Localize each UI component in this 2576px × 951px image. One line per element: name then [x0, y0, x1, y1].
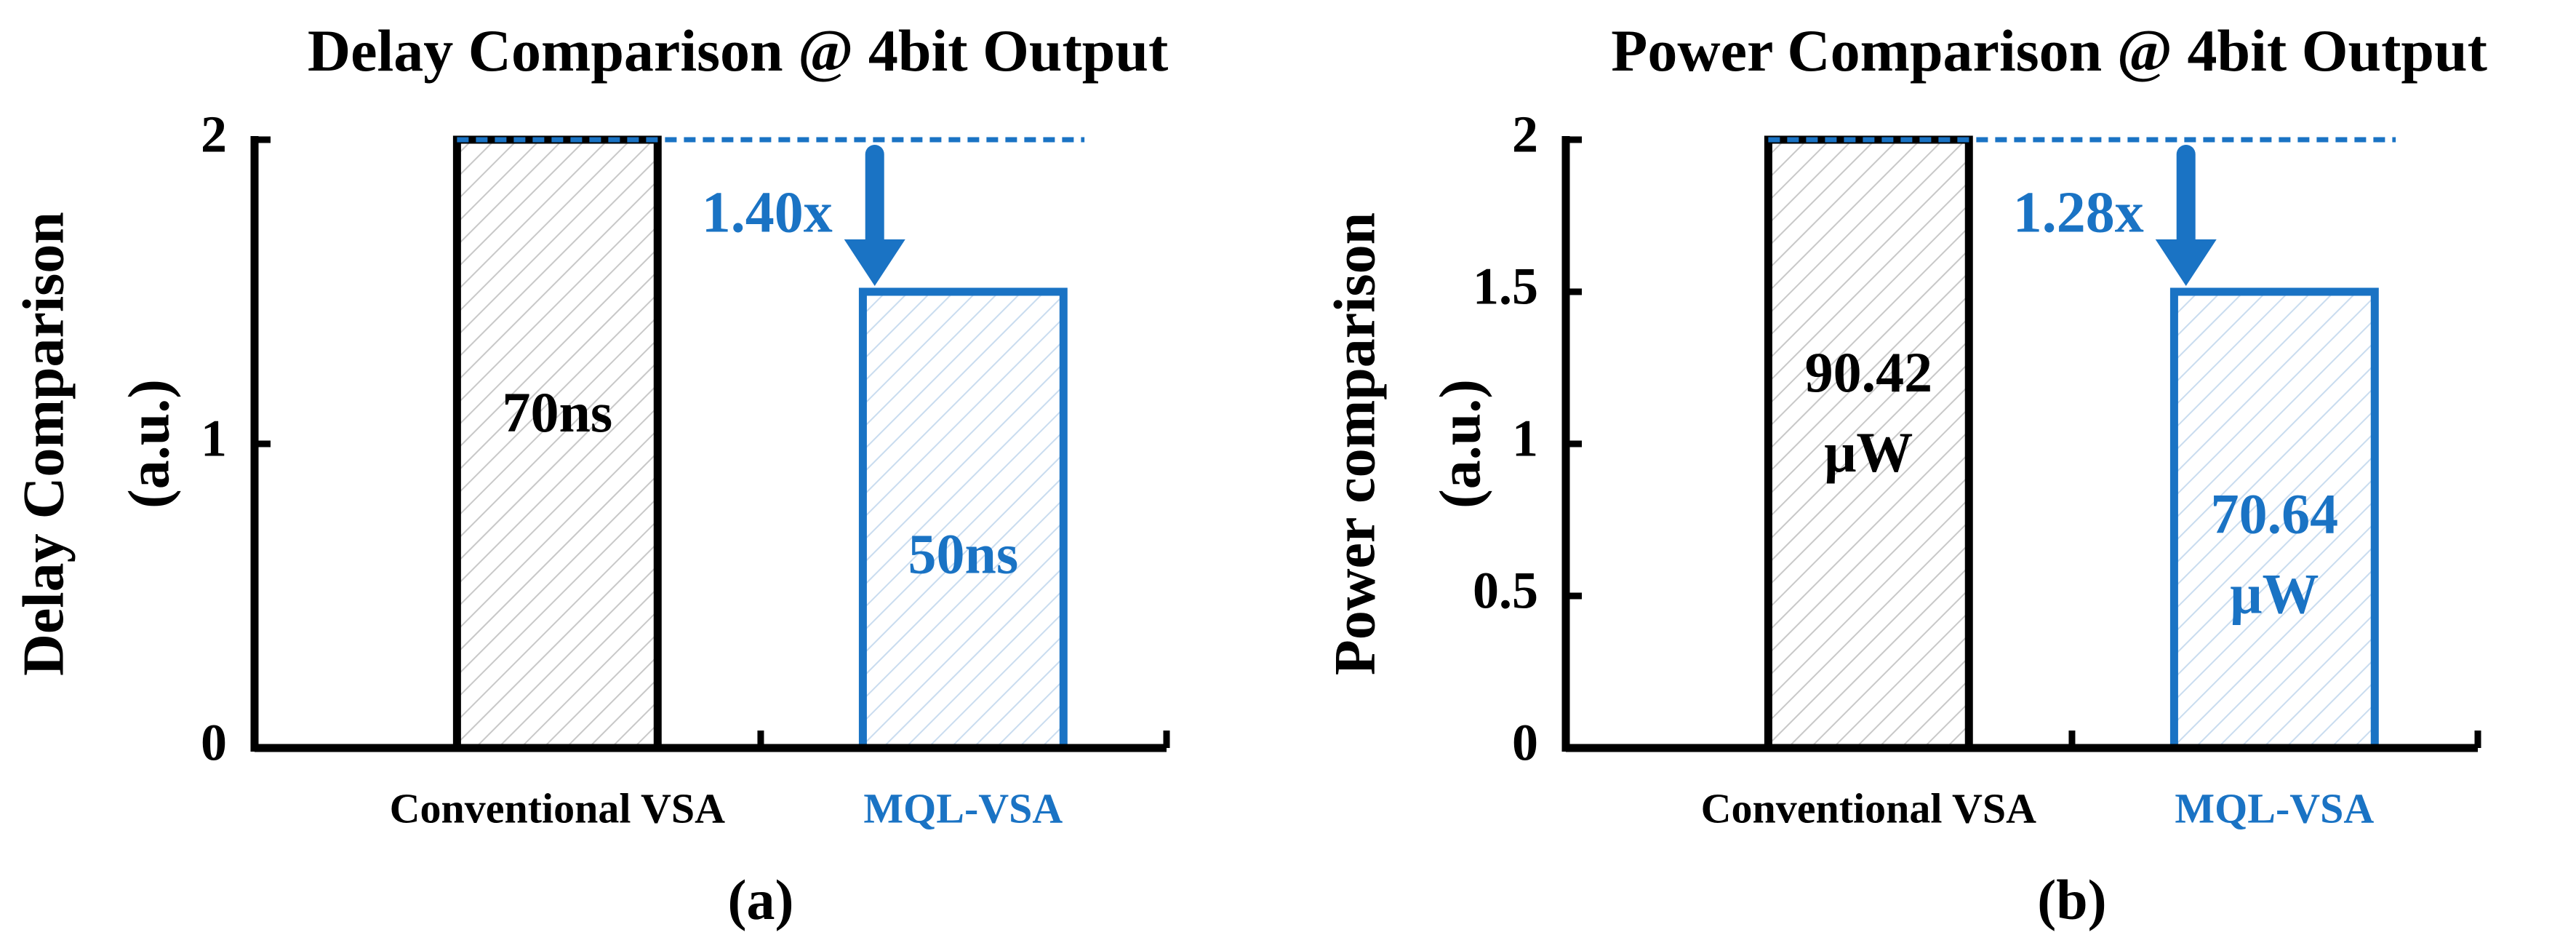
y-tick-label: 1.5 — [1473, 258, 1538, 316]
chart-title: Delay Comparison @ 4bit Output — [308, 17, 1168, 84]
y-tick-label: 1 — [1512, 410, 1538, 468]
y-axis-label: Power comparison — [1323, 212, 1387, 675]
bar-label: 70.64 — [2211, 482, 2339, 545]
y-tick-label: 2 — [201, 106, 227, 164]
y-axis-label: (a.u.) — [117, 379, 181, 509]
x-tick-label: MQL-VSA — [863, 784, 1063, 832]
bar — [858, 287, 1068, 752]
y-tick-label: 1 — [201, 410, 227, 468]
bar-label: μW — [2230, 562, 2319, 625]
x-tick-label: Conventional VSA — [390, 784, 726, 832]
y-tick-label: 2 — [1512, 106, 1538, 164]
bar-label: 90.42 — [1805, 341, 1933, 404]
x-tick-label: Conventional VSA — [1701, 784, 2037, 832]
bar-label: 70ns — [502, 381, 612, 444]
y-tick-label: 0 — [201, 714, 227, 772]
y-axis-label: Delay Comparison — [12, 212, 76, 676]
ratio-label: 1.40x — [702, 180, 833, 244]
y-axis-label: (a.u.) — [1428, 379, 1492, 509]
arrow-head — [844, 239, 905, 286]
caption: (a) — [727, 868, 793, 931]
chart: Delay Comparison @ 4bit Output Delay Comp… — [12, 17, 1170, 931]
bar-label: μW — [1824, 421, 1913, 484]
bar — [2169, 287, 2379, 752]
bar-label: 50ns — [908, 522, 1018, 585]
ratio-label: 1.28x — [2013, 180, 2144, 244]
arrow-head — [2155, 239, 2217, 286]
x-tick-label: MQL-VSA — [2175, 784, 2374, 832]
y-tick-label: 0 — [1512, 714, 1538, 772]
chart-title: Power Comparison @ 4bit Output — [1611, 17, 2487, 84]
y-tick-label: 0.5 — [1473, 562, 1538, 620]
caption: (b) — [2037, 868, 2106, 931]
chart: Power Comparison @ 4bit Output Power comp… — [1323, 17, 2487, 931]
bar — [452, 135, 662, 752]
